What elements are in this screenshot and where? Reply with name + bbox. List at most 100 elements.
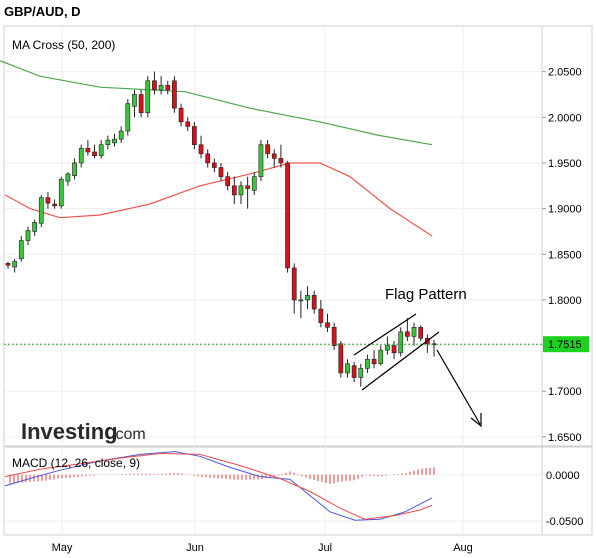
candle-body — [25, 230, 31, 241]
candle-body — [311, 295, 317, 310]
candle-body — [158, 85, 164, 91]
candle-body — [12, 261, 18, 268]
candle-body — [291, 267, 297, 301]
candle-body — [385, 345, 390, 351]
candle-body — [398, 331, 404, 354]
candle — [145, 76, 151, 118]
candle — [112, 133, 117, 147]
candle-body — [238, 185, 244, 196]
macd-tick-label: -0.0500 — [546, 516, 583, 528]
candle — [411, 322, 417, 346]
candle-body — [411, 327, 417, 337]
candle — [291, 263, 297, 314]
candle-body — [205, 153, 211, 164]
candle — [32, 219, 37, 236]
chart-title: GBP/AUD, D — [4, 4, 81, 19]
candle-body — [178, 107, 184, 123]
candle — [132, 89, 137, 118]
price-tick-label: 2.0000 — [548, 112, 582, 124]
candle-body — [78, 148, 84, 164]
last-price-badge — [543, 336, 589, 353]
candle — [158, 76, 164, 95]
price-tick-label: 1.8000 — [548, 295, 582, 307]
macd-line — [4, 451, 433, 521]
candle — [192, 121, 197, 150]
candle-body — [271, 153, 277, 159]
candle-body — [345, 363, 350, 374]
candle — [385, 336, 390, 355]
ma200-line — [0, 60, 433, 146]
price-tick-label: 1.8500 — [548, 249, 582, 261]
projection-arrow-head — [470, 413, 482, 428]
time-tick-label: Aug — [453, 542, 473, 554]
candle-body — [258, 144, 264, 177]
candle-body — [305, 295, 310, 301]
candle — [65, 172, 71, 186]
candle — [198, 135, 204, 159]
candle-body — [125, 103, 131, 132]
candle — [45, 192, 51, 209]
candle — [25, 226, 31, 246]
macd-axis: 0.0000 -0.0500 — [546, 470, 583, 528]
ma50-line-group — [4, 162, 433, 237]
flag-upper-trendline — [353, 313, 417, 356]
candle — [318, 299, 324, 328]
candle-body — [132, 94, 137, 107]
candle-body — [112, 138, 117, 144]
candle — [218, 162, 224, 182]
candle-body — [265, 144, 270, 155]
price-grid — [4, 26, 543, 535]
candle-body — [118, 130, 124, 140]
time-tick-label: Jul — [318, 542, 332, 554]
candle — [12, 258, 18, 273]
candle — [271, 149, 277, 168]
candle — [278, 144, 284, 168]
candle — [325, 313, 330, 332]
candle — [5, 261, 11, 269]
candle — [172, 76, 177, 113]
candle — [205, 149, 211, 168]
candle-body — [231, 185, 237, 196]
candle — [38, 194, 44, 227]
last-price-value: 1.7515 — [548, 339, 582, 351]
price-axis: 2.0500 2.0000 1.9500 1.9000 1.8500 1.8000 1.75… — [4, 67, 589, 444]
candle-body — [5, 263, 11, 266]
flag-pattern-label: Flag Pattern — [385, 286, 467, 303]
candle — [18, 236, 24, 262]
time-axis: May Jun Jul Aug — [52, 542, 473, 554]
candle-body — [351, 365, 357, 378]
price-tick-label: 1.7000 — [548, 386, 582, 398]
candle-body — [218, 167, 224, 177]
candle — [258, 140, 264, 182]
candle-body — [405, 331, 410, 337]
candle — [52, 199, 57, 209]
candle-body — [318, 308, 324, 324]
candle-body — [365, 358, 370, 369]
candle — [251, 172, 257, 195]
candle — [358, 363, 364, 387]
macd-lines — [4, 451, 433, 521]
candle-body — [331, 327, 337, 346]
candle — [265, 140, 270, 159]
macd-tick-label: 0.0000 — [546, 470, 580, 482]
candle-body — [18, 240, 24, 260]
candle — [98, 140, 104, 159]
signal-line — [4, 452, 433, 520]
price-tick-label: 1.9000 — [548, 204, 582, 216]
candle-body — [32, 222, 37, 232]
flag-lower-trendline — [361, 331, 440, 391]
candle-body — [105, 139, 111, 145]
candle — [378, 345, 384, 366]
time-tick-label: May — [52, 542, 73, 554]
price-panel — [3, 25, 593, 447]
ma50-line — [4, 162, 433, 237]
ma200-line-group — [0, 60, 433, 146]
candle-body — [211, 162, 217, 168]
candle — [105, 135, 111, 150]
candle-body — [98, 144, 104, 156]
projection-arrow-line — [436, 349, 481, 425]
price-tick-label: 1.6500 — [548, 432, 582, 444]
candle-body — [192, 126, 197, 145]
